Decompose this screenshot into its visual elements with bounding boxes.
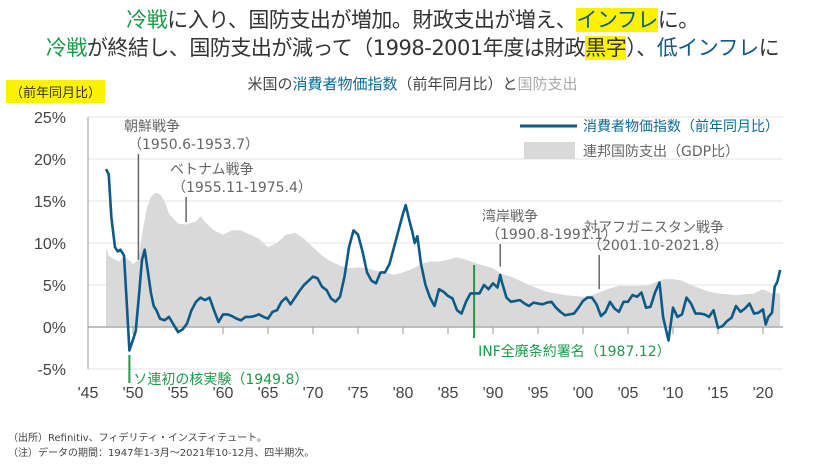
x-tick-label: '45 [78,385,99,402]
y-tick-label: 25% [34,110,66,127]
x-tick-label: '10 [663,385,684,402]
annotation-label: 朝鮮戦争 [124,119,180,135]
x-tick-label: '60 [213,385,234,402]
x-tick-label: '00 [573,385,594,402]
annotation-label: ベトナム戦争 [170,162,254,178]
x-tick-label: '55 [168,385,189,402]
event-label: INF全廃条約署名（1987.12） [478,343,671,360]
x-tick-label: '75 [348,385,369,402]
x-tick-label: '05 [618,385,639,402]
legend-defense-swatch [524,142,575,159]
headline-part: 低インフレ [656,36,759,60]
headline-part: に。 [657,8,700,32]
headline-part: が終結し、国防支出が減って（1998-2001年度は財政 [86,36,586,60]
source-note: （出所）Refinitiv、フィデリティ・インスティテュート。 [8,433,267,444]
annotation-range: （1950.6-1953.7） [128,137,259,153]
y-tick-label: -5% [38,362,66,379]
x-tick-label: '65 [258,385,279,402]
defense-spending-area [106,192,781,327]
x-tick-label: '15 [708,385,729,402]
headline-part: 冷戦 [45,36,88,60]
x-tick-label: '95 [528,385,549,402]
legend-defense-label: 連邦国防支出（GDP比） [583,144,739,160]
y-tick-label: 0% [43,320,66,337]
period-note: （注）データの期間：1947年1-3月～2021年10-12月、四半期次。 [8,448,315,459]
annotation-range: （1955.11-1975.4） [172,180,312,196]
cpi-line [104,168,782,352]
title-part: 消費者物価指数 [292,75,398,93]
title-part: 国防支出 [517,75,578,93]
title-part: 米国の [247,75,293,93]
y-tick-label: 10% [34,236,66,253]
x-tick-label: '85 [438,385,459,402]
headline-line-2: 冷戦が終結し、国防支出が減って（1998-2001年度は財政黒字）、低インフレに [0,32,825,62]
y-tick-label: 15% [34,194,66,211]
annotation-label: 湾岸戦争 [482,208,538,225]
x-tick-label: '50 [123,385,144,402]
y-axis-unit-label: （前年同月比） [6,80,106,103]
headline-part: に入り、国防支出が増加。財政支出が増え、 [167,8,577,32]
legend-cpi-label: 消費者物価指数（前年同月比） [583,118,779,135]
y-tick-label: 5% [43,278,66,295]
y-tick-label: 20% [34,152,66,169]
x-tick-label: '90 [483,385,504,402]
headline-part: に [758,36,780,60]
annotation-range: （1990.8-1991.1） [486,227,617,243]
headline-part: 黒字 [585,36,627,60]
annotation-range: （2001.10-2021.8） [588,238,728,254]
event-label: ソ連初の核実験（1949.8） [133,371,308,388]
title-part: （前年同月比）と [397,75,518,93]
annotation-label: 対アフガニスタン戦争 [584,220,724,236]
headline-part: ）、 [626,36,657,60]
headline-part: インフレ [576,8,658,32]
headline-line-1: 冷戦に入り、国防支出が増加。財政支出が増え、インフレに。 [0,4,825,34]
chart-title: 米国の消費者物価指数（前年同月比）と国防支出 [0,73,825,94]
headline-part: 冷戦 [126,8,168,32]
x-tick-label: '80 [393,385,414,402]
x-tick-label: '70 [303,385,324,402]
x-tick-label: '20 [753,385,774,402]
